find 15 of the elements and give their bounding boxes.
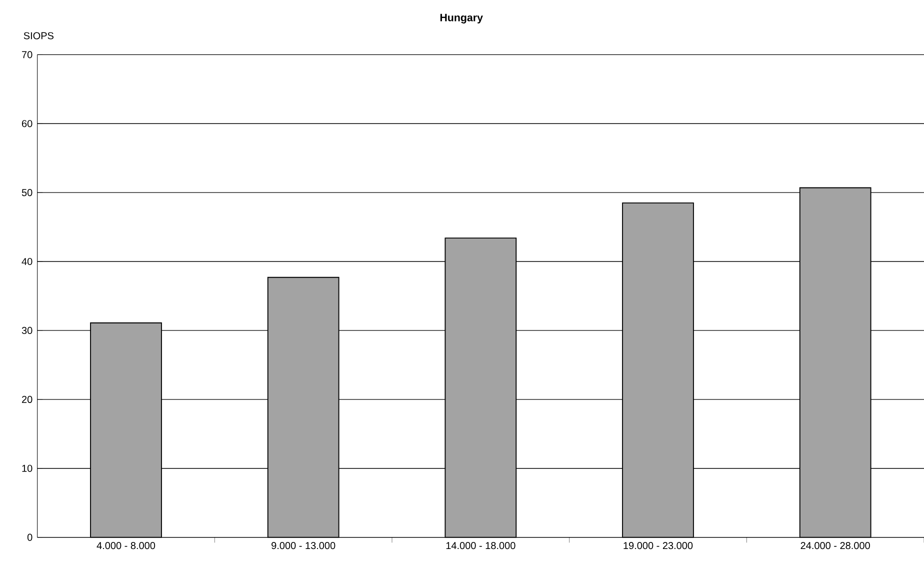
y-tick-label: 60 — [22, 120, 32, 128]
y-axis-title: SIOPS — [24, 32, 54, 40]
chart-title: Hungary — [440, 14, 483, 24]
y-tick-label: 70 — [22, 51, 32, 58]
x-tick-label: 14.000 - 18.000 — [446, 542, 516, 550]
x-tick-label: 24.000 - 28.000 — [800, 542, 870, 550]
y-tick-label: 0 — [27, 534, 32, 541]
x-tick-label: 9.000 - 13.000 — [272, 542, 336, 550]
y-tick-label: 20 — [22, 396, 32, 403]
x-tick-label: 19.000 - 23.000 — [624, 542, 693, 550]
y-tick-label: 40 — [22, 258, 32, 266]
y-tick-label: 30 — [22, 326, 32, 334]
x-tick-label: 4.000 - 8.000 — [96, 542, 156, 550]
y-tick-label: 50 — [22, 189, 32, 196]
y-tick-label: 10 — [22, 464, 32, 472]
